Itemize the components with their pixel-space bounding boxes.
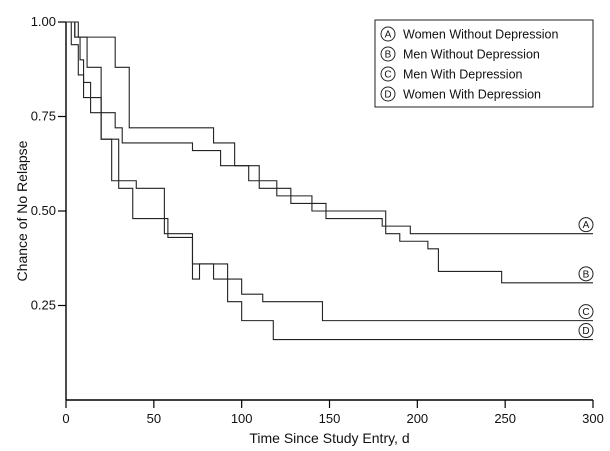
legend-marker-letter: D (384, 90, 391, 101)
legend-label: Women Without Depression (403, 28, 558, 42)
series-end-marker-B (578, 266, 594, 282)
legend-marker-C (380, 66, 396, 82)
series-end-marker-D (578, 323, 594, 339)
series-end-marker-letter: A (583, 220, 590, 231)
legend-item-B: B Men Without Depression (380, 46, 540, 62)
series-layer (66, 21, 593, 341)
series-end-marker-C (578, 304, 594, 320)
x-tick-label: 0 (62, 411, 69, 426)
y-tick-label: 0.50 (31, 203, 56, 218)
legend-label: Women With Depression (403, 88, 541, 102)
legend-item-D: D Women With Depression (380, 86, 541, 102)
legend-marker-letter: B (385, 50, 392, 61)
series-end-marker-letter: C (582, 307, 589, 318)
y-tick-label: 1.00 (31, 14, 56, 29)
x-tick-label: 50 (147, 411, 161, 426)
series-end-marker-letter: D (582, 326, 589, 337)
x-tick-label: 100 (231, 411, 253, 426)
series-line-C (66, 21, 593, 322)
legend-item-C: C Men With Depression (380, 66, 523, 82)
legend-marker-D (380, 86, 396, 102)
series-end-marker-A (578, 217, 594, 233)
series-end-markers: A B CD (578, 217, 594, 339)
legend-box (374, 19, 594, 108)
x-axis-ticks: 0 50 100 150 200 250 300 (62, 400, 604, 426)
y-axis-ticks: 0.25 0.50 0.75 1.00 (31, 14, 66, 313)
series-end-marker-letter: B (583, 269, 590, 280)
x-tick-label: 250 (494, 411, 516, 426)
legend-marker-letter: A (385, 30, 392, 41)
x-tick-label: 150 (319, 411, 341, 426)
legend-marker-A (380, 26, 396, 42)
y-tick-label: 0.25 (31, 298, 56, 313)
x-tick-label: 200 (406, 411, 428, 426)
legend: A Women Without Depression B Men Without De… (374, 19, 594, 108)
legend-label: Men With Depression (403, 68, 523, 82)
legend-items: A Women Without Depression B Men Without De… (380, 26, 558, 102)
legend-item-A: A Women Without Depression (380, 26, 558, 42)
legend-marker-letter: C (384, 70, 391, 81)
y-axis-title: Chance of No Relapse (14, 140, 30, 281)
x-axis-title: Time Since Study Entry, d (249, 430, 409, 446)
series-line-B (66, 21, 593, 284)
x-tick-label: 300 (582, 411, 604, 426)
legend-label: Men Without Depression (403, 48, 540, 62)
y-tick-label: 0.75 (31, 109, 56, 124)
series-line-D (66, 21, 593, 341)
legend-marker-B (380, 46, 396, 62)
